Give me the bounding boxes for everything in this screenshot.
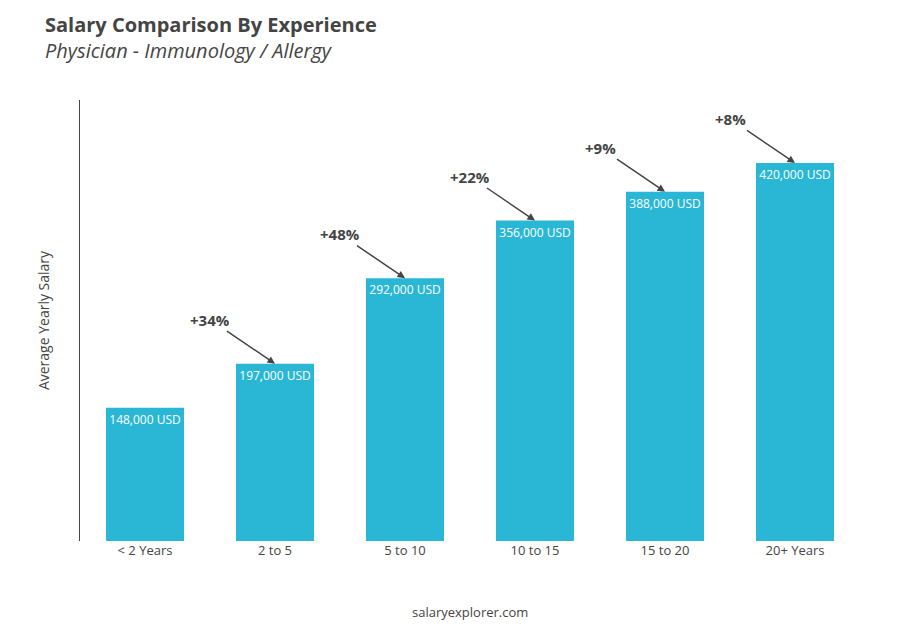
svg-text:20+ Years: 20+ Years — [766, 541, 825, 559]
svg-text:+34%: +34% — [190, 310, 230, 330]
svg-text:2 to 5: 2 to 5 — [258, 541, 292, 559]
svg-text:Salary Comparison By Experienc: Salary Comparison By ExperiencePhysician… — [45, 11, 377, 64]
svg-text:10 to 15: 10 to 15 — [511, 541, 560, 559]
svg-text:+8%: +8% — [715, 109, 746, 129]
svg-text:5 to 10: 5 to 10 — [384, 541, 426, 559]
svg-text:+9%: +9% — [585, 138, 616, 158]
svg-text:< 2 Years: < 2 Years — [118, 541, 173, 559]
svg-text:148,000 USD: 148,000 USD — [109, 411, 180, 428]
svg-text:292,000 USD: 292,000 USD — [369, 281, 440, 298]
svg-text:388,000 USD: 388,000 USD — [629, 195, 700, 212]
svg-text:+48%: +48% — [320, 224, 360, 244]
svg-text:15 to 20: 15 to 20 — [641, 541, 690, 559]
svg-text:Average Yearly Salary: Average Yearly Salary — [34, 250, 53, 390]
svg-text:356,000 USD: 356,000 USD — [499, 224, 570, 241]
svg-text:197,000 USD: 197,000 USD — [239, 367, 310, 384]
svg-text:salaryexplorer.com: salaryexplorer.com — [412, 603, 528, 621]
svg-text:+22%: +22% — [450, 167, 490, 187]
svg-text:420,000 USD: 420,000 USD — [759, 166, 830, 183]
